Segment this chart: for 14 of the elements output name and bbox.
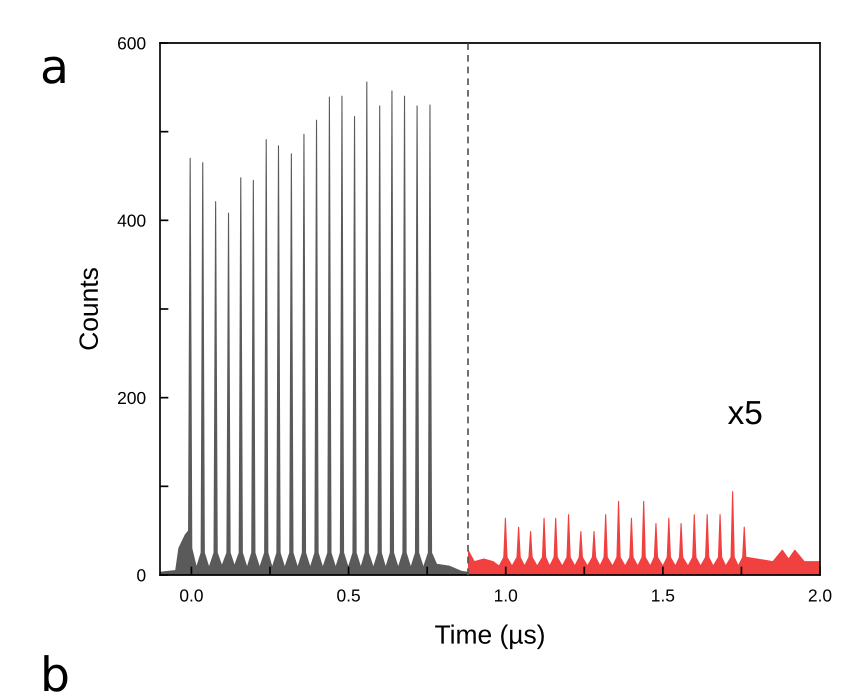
y-tick-label: 0 (137, 569, 146, 582)
annotation: x5 (728, 401, 762, 424)
text: a (42, 56, 65, 84)
x-axis-title: Time (µs) (435, 624, 544, 650)
x-tick-label: 1.0 (494, 589, 518, 602)
x-tick-label: 1.5 (652, 590, 674, 602)
text: b (44, 655, 68, 692)
y-tick-label: 400 (118, 214, 146, 227)
y-tick-label: 200 (118, 392, 146, 404)
x-tick-label: 2.0 (808, 589, 832, 602)
y-tick-label: 600 (118, 37, 146, 50)
x-tick-label: 0.5 (337, 589, 360, 602)
y-axis-title: Counts (79, 268, 98, 350)
x-tick-label: 0.0 (180, 589, 203, 602)
